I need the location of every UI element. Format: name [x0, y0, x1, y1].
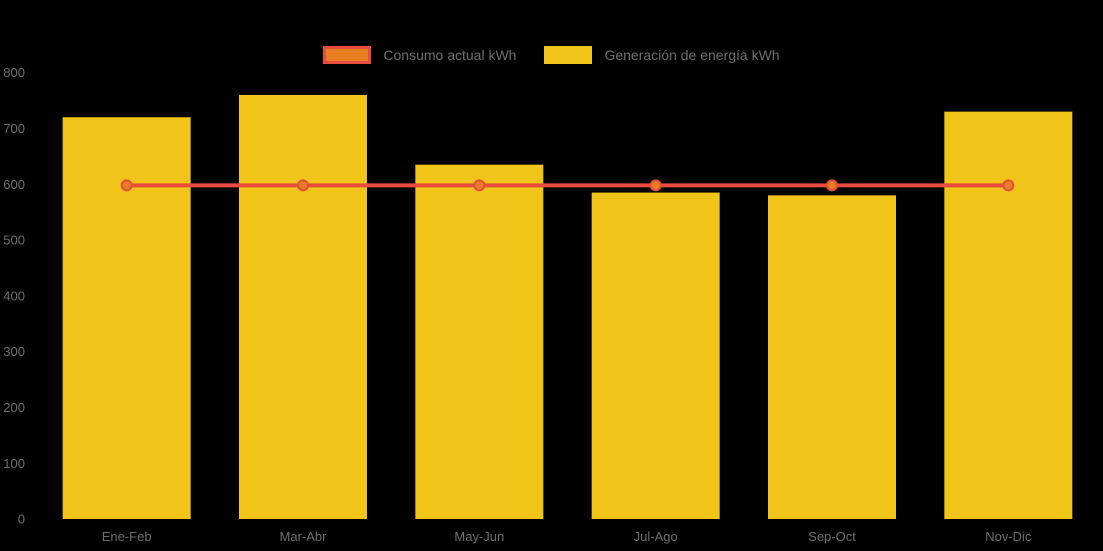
- line-point-ene-feb[interactable]: [120, 179, 133, 192]
- legend-label-generacion: Generación de energía kWh: [604, 47, 780, 63]
- y-tick-label-700: 700: [3, 121, 25, 136]
- x-axis-label-sep-oct: Sep-Oct: [808, 529, 856, 544]
- line-point-sep-oct[interactable]: [826, 179, 838, 192]
- y-tick-label-600: 600: [3, 177, 25, 192]
- y-tick-label-200: 200: [3, 400, 25, 415]
- x-axis-label-may-jun: May-Jun: [454, 529, 504, 544]
- legend-swatch-line: [323, 46, 372, 64]
- bar-nov-dic[interactable]: [944, 111, 1073, 519]
- x-axis-label-nov-dic: Nov-Dic: [985, 529, 1032, 544]
- line-point-nov-dic[interactable]: [1002, 179, 1015, 192]
- legend-item-generacion[interactable]: Generación de energía kWh: [544, 46, 780, 64]
- bar-mar-abr[interactable]: [239, 94, 367, 520]
- bar-ene-feb[interactable]: [62, 117, 191, 520]
- y-tick-label-0: 0: [18, 512, 25, 527]
- y-tick-label-400: 400: [3, 288, 25, 303]
- y-tick-label-500: 500: [3, 233, 25, 248]
- x-axis-label-jul-ago: Jul-Ago: [634, 529, 678, 544]
- chart-legend: Consumo actual kWh Generación de energía…: [0, 46, 1103, 64]
- legend-swatch-bar: [544, 46, 593, 64]
- bar-sep-oct[interactable]: [768, 195, 896, 520]
- line-point-may-jun[interactable]: [473, 179, 486, 192]
- legend-label-consumo: Consumo actual kWh: [383, 47, 517, 63]
- line-point-jul-ago[interactable]: [649, 179, 662, 192]
- y-tick-label-800: 800: [3, 65, 25, 80]
- line-point-mar-abr[interactable]: [297, 179, 309, 192]
- bar-jul-ago[interactable]: [591, 192, 720, 519]
- bar-may-jun[interactable]: [415, 164, 544, 520]
- legend-item-consumo[interactable]: Consumo actual kWh: [323, 46, 516, 64]
- y-tick-label-100: 100: [3, 456, 25, 471]
- x-axis-label-ene-feb: Ene-Feb: [102, 529, 152, 544]
- x-axis-label-mar-abr: Mar-Abr: [280, 529, 328, 544]
- y-tick-label-300: 300: [3, 344, 25, 359]
